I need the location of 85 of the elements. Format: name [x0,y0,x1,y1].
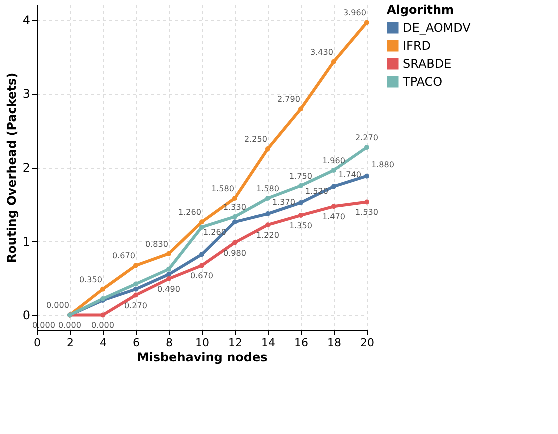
point [364,20,370,26]
data-label: 1.220 [256,231,280,240]
data-label: 1.880 [372,160,394,170]
data-label: 1.370 [272,198,296,208]
data-label: 2.790 [278,95,300,104]
point [266,146,270,152]
point [134,282,138,287]
x-tick-label: 20 [360,336,374,350]
y-tick-label: 4 [22,13,30,28]
x-tick-label: 12 [228,336,242,350]
point [364,145,370,150]
point [232,214,238,220]
point [100,312,106,318]
legend-title: Algorithm [387,3,454,17]
x-tick-label: 14 [262,336,276,350]
point [166,251,172,256]
x-tick-label: 8 [166,336,173,350]
point [200,220,204,225]
x-tick-label: 10 [196,336,210,350]
point [232,220,238,225]
data-label: 1.260 [178,208,202,218]
point [266,222,270,228]
point [134,263,138,268]
point [364,174,370,179]
data-label: 1.580 [256,184,280,194]
data-label: 0.270 [124,301,148,310]
y-tick-label: 1 [22,234,30,249]
y-axis-title: Routing Overhead (Packets) [4,72,19,264]
point [332,184,336,190]
data-label: 2.270 [356,134,378,143]
point [364,200,370,205]
legend-label: SRABDE [403,57,452,71]
data-label: 1.750 [290,172,312,181]
x-tick-label: 6 [133,336,140,350]
data-label: 1.960 [322,156,346,166]
data-label: 1.470 [322,212,346,222]
data-label: 0.670 [190,272,214,281]
point [100,286,106,292]
data-label: 1.330 [224,202,246,212]
data-label: 1.350 [290,222,312,231]
point [298,183,304,188]
point [200,263,204,268]
y-tick-label: 2 [22,161,30,175]
data-label: 0.670 [112,252,136,261]
point [332,204,336,210]
data-label: 3.430 [310,48,334,57]
data-label: 0.830 [146,240,168,249]
data-label: 0.490 [158,285,180,294]
x-tick-label: 2 [67,336,74,350]
point [232,240,238,246]
point [298,106,304,112]
data-label: 0.980 [224,248,246,258]
x-tick-label: 16 [294,336,308,350]
point [134,286,138,292]
data-label: 0.000 [46,301,70,310]
point [332,59,336,64]
data-label: 0.000 [92,321,114,330]
legend-label: IFRD [403,39,432,53]
data-label: 0.000 [58,321,82,330]
point [232,196,238,202]
data-label: 1.740 [338,170,362,180]
data-label: 2.250 [244,135,268,144]
data-label: 1.580 [212,184,234,194]
data-label: 3.960 [344,8,366,18]
point [166,266,172,272]
point [166,272,172,278]
x-tick-label: 4 [100,336,107,350]
point [298,213,304,218]
legend-label: TPACO [402,75,443,89]
point [134,292,138,298]
y-tick-label: 3 [22,87,30,102]
point [200,224,204,230]
x-tick-label: 0 [34,336,41,350]
point [266,196,270,202]
point [266,212,270,217]
point [200,252,204,258]
y-tick-label: 0 [22,308,30,323]
data-label: 1.530 [356,208,378,218]
point [166,276,172,282]
point [298,200,304,206]
point [332,168,336,173]
x-tick-label: 18 [328,336,342,350]
data-label: 0.350 [80,275,102,284]
x-axis-title: Misbehaving nodes [137,350,268,364]
legend-label: DE_AOMDV [403,21,472,35]
